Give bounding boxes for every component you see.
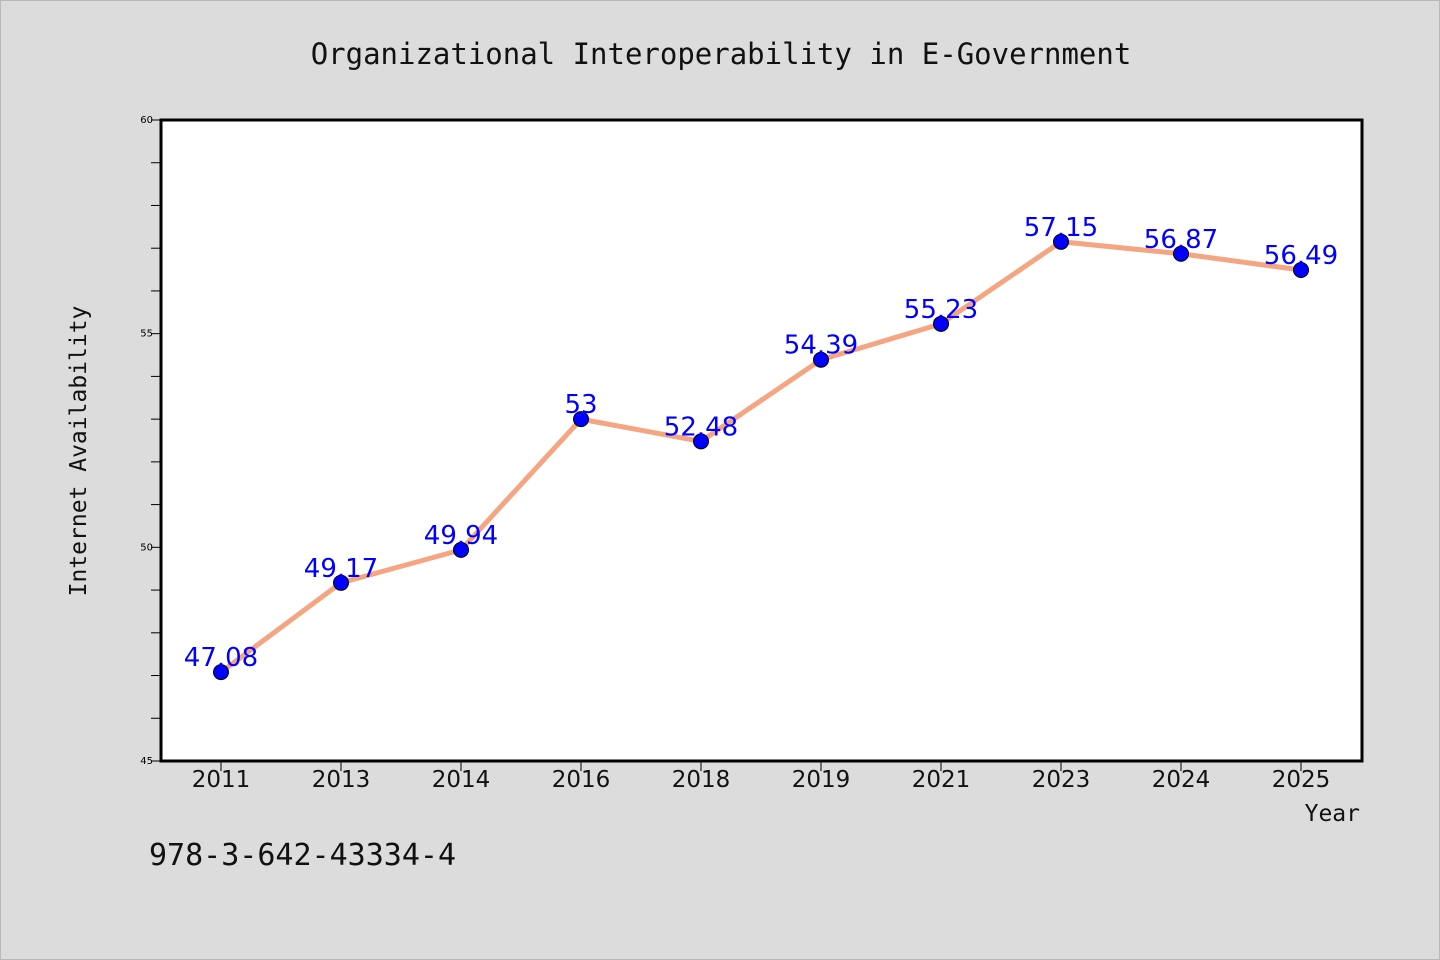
data-point-marker bbox=[213, 664, 229, 681]
y-tick-label: 50 bbox=[140, 542, 153, 553]
x-axis-ticks: 2011 2013 2014 2016 2018 2019 2021 2023 2024 2025 bbox=[192, 761, 1331, 793]
x-tick-label: 2019 bbox=[792, 767, 851, 793]
data-label: 52.48 bbox=[664, 412, 738, 442]
x-tick-label: 2013 bbox=[312, 767, 371, 793]
series-line-group bbox=[213, 233, 1309, 681]
y-tick-label: 55 bbox=[140, 329, 153, 340]
x-tick-label: 2018 bbox=[672, 767, 731, 793]
data-point-marker bbox=[1293, 261, 1309, 278]
data-label: 47.08 bbox=[184, 643, 258, 673]
data-point-marker bbox=[1053, 233, 1069, 250]
x-tick-label: 2024 bbox=[1152, 767, 1211, 793]
y-axis-ticks: 45 50 55 60 bbox=[140, 115, 161, 767]
data-point-marker bbox=[333, 574, 349, 591]
x-tick-label: 2011 bbox=[192, 767, 251, 793]
plot-area bbox=[159, 118, 1364, 763]
data-point-marker bbox=[573, 411, 589, 428]
x-axis-label: Year bbox=[1305, 801, 1360, 827]
isbn-text: 978-3-642-43334-4 bbox=[149, 838, 456, 873]
data-labels-group: 47.08 49.17 49.94 53 52.48 54.39 55.23 57.15 56.… bbox=[184, 213, 1338, 673]
data-point-marker bbox=[933, 315, 949, 332]
series-line bbox=[218, 239, 1304, 675]
data-label: 49.94 bbox=[424, 521, 498, 551]
data-label: 56.49 bbox=[1264, 241, 1338, 271]
data-label: 53 bbox=[564, 390, 597, 420]
x-tick-label: 2014 bbox=[432, 767, 491, 793]
x-tick-label: 2025 bbox=[1272, 767, 1331, 793]
chart-title: Organizational Interoperability in E-Gov… bbox=[311, 37, 1132, 71]
y-axis-label: Internet Availability bbox=[66, 306, 92, 597]
data-point-marker bbox=[813, 351, 829, 368]
data-label: 49.17 bbox=[304, 554, 378, 584]
data-label: 56.87 bbox=[1144, 225, 1218, 255]
y-tick-label: 60 bbox=[140, 115, 153, 126]
x-tick-label: 2016 bbox=[552, 767, 611, 793]
y-tick-label: 45 bbox=[140, 756, 153, 767]
data-point-marker bbox=[1173, 245, 1189, 262]
data-label: 54.39 bbox=[784, 331, 858, 361]
data-label: 55.23 bbox=[904, 295, 978, 325]
data-point-marker bbox=[693, 433, 709, 450]
data-label: 57.15 bbox=[1024, 213, 1098, 243]
x-tick-label: 2021 bbox=[912, 767, 971, 793]
data-point-marker bbox=[453, 541, 469, 558]
x-tick-label: 2023 bbox=[1032, 767, 1091, 793]
